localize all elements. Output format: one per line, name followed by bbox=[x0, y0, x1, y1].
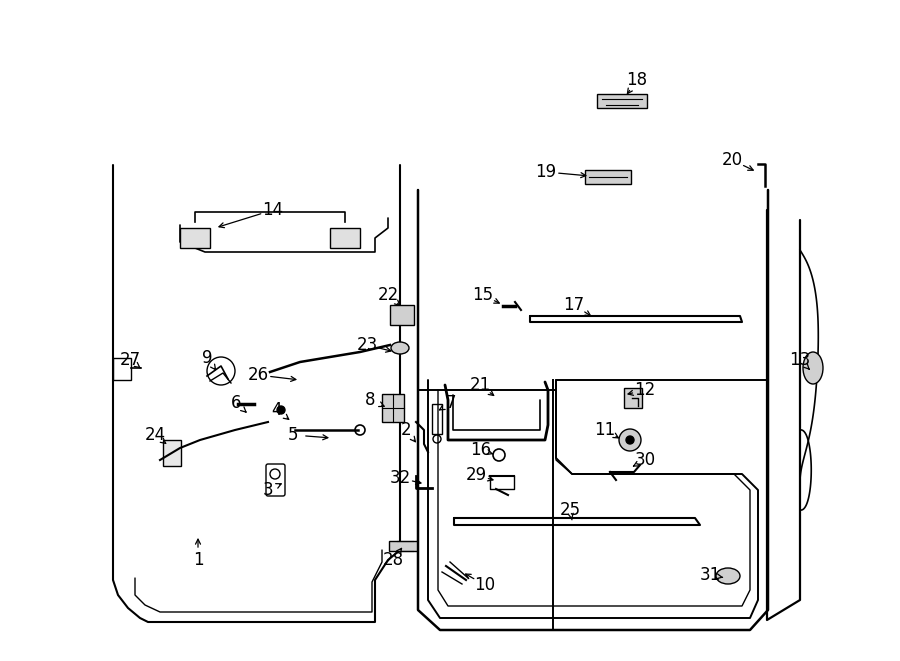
Text: 27: 27 bbox=[120, 351, 140, 369]
Text: 24: 24 bbox=[144, 426, 166, 444]
Text: 29: 29 bbox=[465, 466, 487, 484]
Bar bbox=[113, 358, 131, 380]
Text: 15: 15 bbox=[472, 286, 493, 304]
Circle shape bbox=[626, 436, 634, 444]
Bar bbox=[330, 228, 360, 248]
Text: 28: 28 bbox=[382, 551, 403, 569]
Circle shape bbox=[619, 429, 641, 451]
Ellipse shape bbox=[803, 352, 823, 384]
Text: 26: 26 bbox=[248, 366, 268, 384]
Bar bbox=[597, 94, 647, 108]
Text: 22: 22 bbox=[377, 286, 399, 304]
Ellipse shape bbox=[716, 568, 740, 584]
Text: 25: 25 bbox=[560, 501, 580, 519]
Text: 10: 10 bbox=[474, 576, 496, 594]
Bar bbox=[180, 228, 210, 248]
Text: 19: 19 bbox=[536, 163, 556, 181]
Text: 21: 21 bbox=[470, 376, 490, 394]
Bar bbox=[382, 394, 404, 422]
Bar bbox=[585, 170, 631, 184]
Bar bbox=[390, 305, 414, 325]
Text: 14: 14 bbox=[263, 201, 284, 219]
Text: 4: 4 bbox=[272, 401, 283, 419]
Text: 6: 6 bbox=[230, 394, 241, 412]
Bar bbox=[163, 440, 181, 466]
Text: 8: 8 bbox=[364, 391, 375, 409]
Text: 1: 1 bbox=[193, 551, 203, 569]
Bar bbox=[432, 404, 442, 434]
Bar bbox=[624, 388, 642, 408]
Circle shape bbox=[277, 406, 285, 414]
Text: 23: 23 bbox=[356, 336, 378, 354]
Bar bbox=[389, 541, 417, 551]
Text: 11: 11 bbox=[594, 421, 616, 439]
Text: 20: 20 bbox=[722, 151, 742, 169]
Text: 3: 3 bbox=[263, 481, 274, 499]
Text: 9: 9 bbox=[202, 349, 212, 367]
Text: 12: 12 bbox=[634, 381, 655, 399]
Text: 16: 16 bbox=[471, 441, 491, 459]
Text: 13: 13 bbox=[789, 351, 811, 369]
Text: 18: 18 bbox=[626, 71, 648, 89]
Text: 30: 30 bbox=[634, 451, 655, 469]
Text: 31: 31 bbox=[699, 566, 721, 584]
Text: 32: 32 bbox=[390, 469, 410, 487]
Ellipse shape bbox=[391, 342, 409, 354]
Text: 5: 5 bbox=[288, 426, 298, 444]
Text: 7: 7 bbox=[446, 394, 456, 412]
Text: 2: 2 bbox=[400, 421, 411, 439]
Text: 17: 17 bbox=[563, 296, 585, 314]
